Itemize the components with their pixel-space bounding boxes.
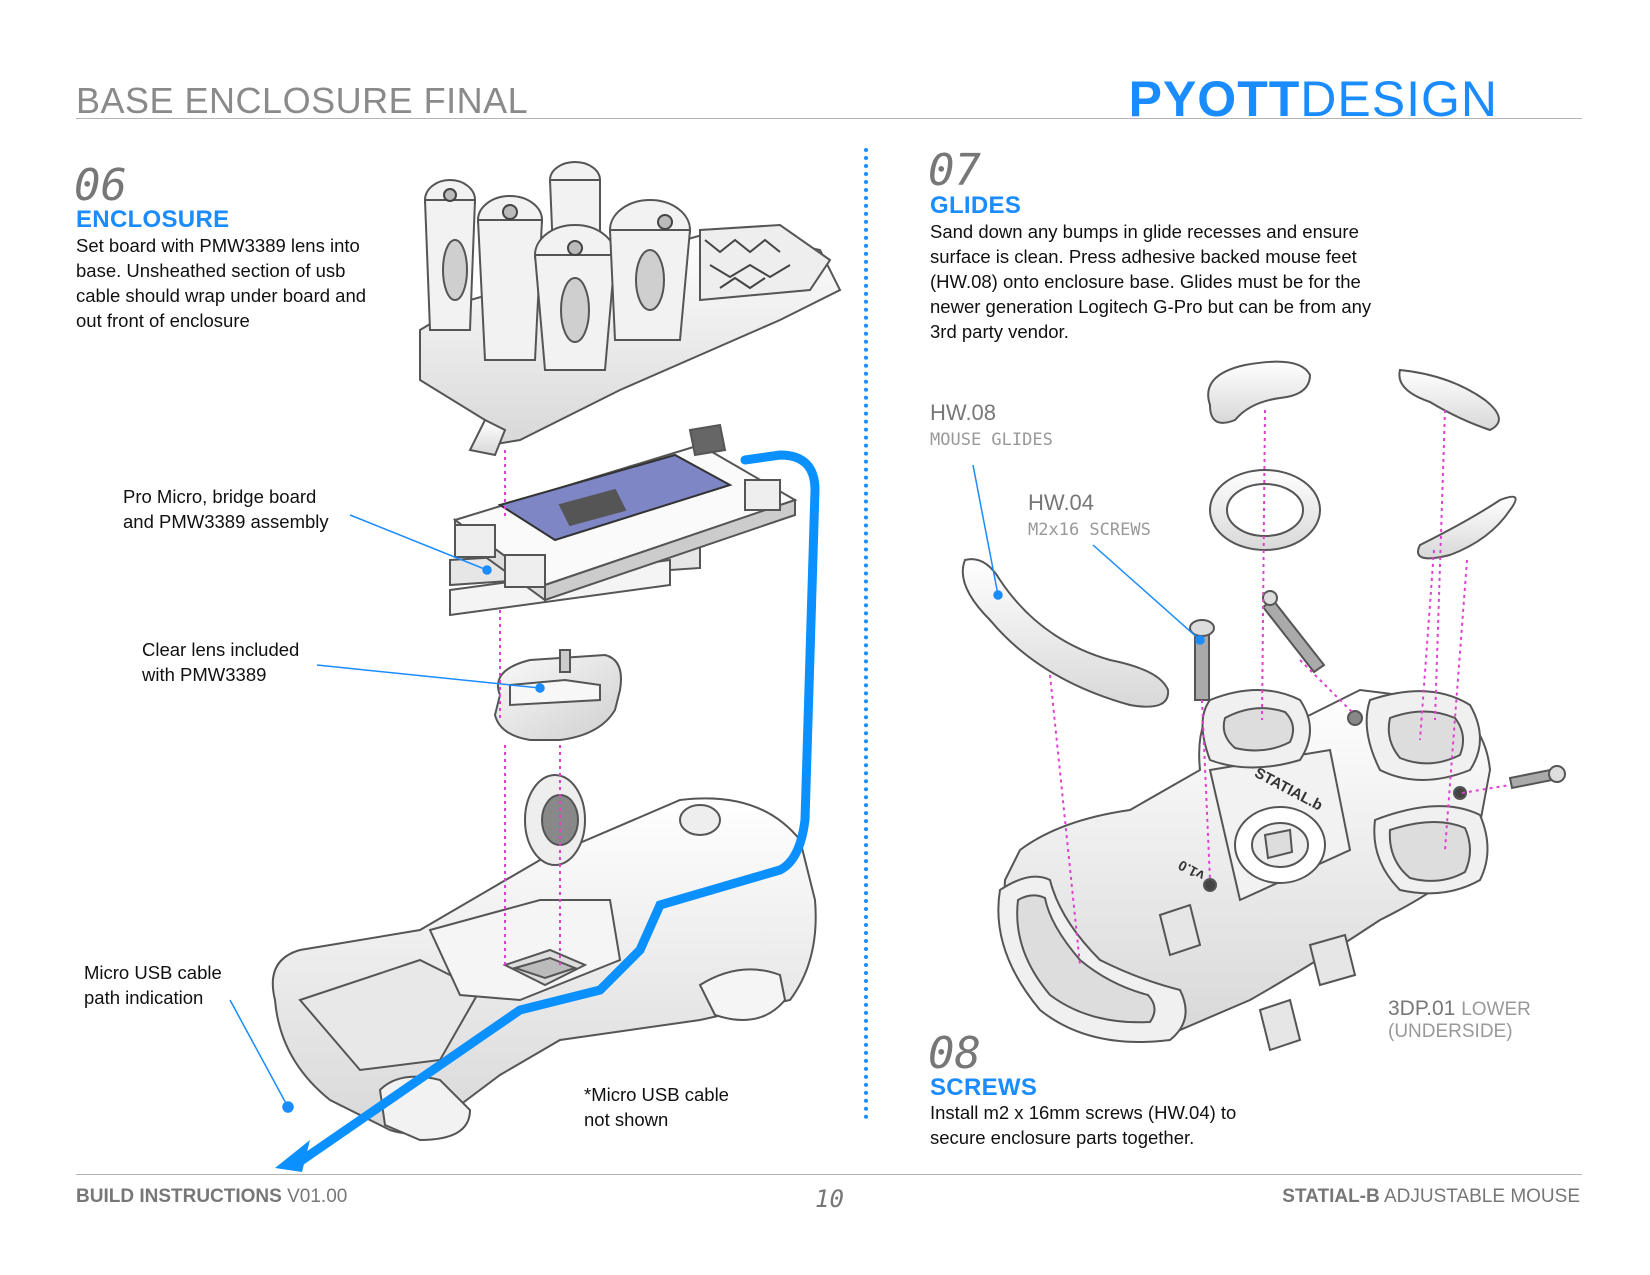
- step-06-description: Set board with PMW3389 lens into base. U…: [76, 233, 366, 333]
- base-enclosure-model: [271, 774, 817, 1142]
- alignment-guides-left: [499, 450, 561, 965]
- page-number: 10: [815, 1185, 844, 1213]
- lower-enclosure-model: [997, 688, 1492, 1052]
- step-06-line: base. Unsheathed section of usb: [76, 260, 346, 281]
- callout-line: and PMW3389 assembly: [123, 511, 329, 532]
- step-06-line: Set board with PMW3389 lens into: [76, 235, 360, 256]
- brand-logo: PYOTTDESIGN: [1129, 70, 1498, 128]
- usb-cable-path: [290, 450, 820, 1170]
- step-06-line: cable should wrap under board and: [76, 285, 367, 306]
- step-07-line: (HW.08) onto enclosure base. Glides must…: [930, 271, 1361, 292]
- part-3dp01-underside: (UNDERSIDE): [1388, 1021, 1513, 1042]
- callout-board-assembly: Pro Micro, bridge board and PMW3389 asse…: [123, 484, 329, 534]
- alignment-guides-right: [1049, 409, 1511, 966]
- hw04-code: HW.04: [1028, 490, 1095, 515]
- step-07-description: Sand down any bumps in glide recesses an…: [930, 219, 1371, 344]
- part-3dp01-suffix: LOWER: [1461, 999, 1531, 1020]
- step-08-description: Install m2 x 16mm screws (HW.04) to secu…: [930, 1100, 1236, 1150]
- step-07-line: surface is clean. Press adhesive backed …: [930, 246, 1357, 267]
- note-line: not shown: [584, 1109, 669, 1130]
- callout-line: path indication: [84, 987, 204, 1008]
- brand-logo-bold: PYOTT: [1128, 71, 1301, 127]
- step-06-line: out front of enclosure: [76, 310, 250, 331]
- step-08-line: secure enclosure parts together.: [930, 1127, 1195, 1148]
- header-rule: [76, 118, 1582, 119]
- callout-line: Micro USB cable: [84, 962, 222, 983]
- step-08-line: Install m2 x 16mm screws (HW.04) to: [930, 1102, 1237, 1123]
- callout-leaders-right: [972, 464, 1205, 645]
- hw04-description: M2x16 SCREWS: [1028, 520, 1151, 540]
- callout-leaders-left: [229, 514, 545, 1113]
- callout-line: Clear lens included: [142, 639, 300, 660]
- step-06-title: ENCLOSURE: [76, 206, 230, 233]
- step-08-number: 08: [928, 1028, 981, 1079]
- usb-cable-arrow: [275, 1140, 310, 1172]
- lens-model: [493, 649, 622, 741]
- callout-clear-lens: Clear lens included with PMW3389: [142, 637, 299, 687]
- callout-cable-path: Micro USB cable path indication: [84, 960, 222, 1010]
- part-3dp01-label: 3DP.01 LOWER (UNDERSIDE): [1388, 997, 1531, 1043]
- step-07-number: 07: [928, 145, 981, 196]
- footer-right: STATIAL-B ADJUSTABLE MOUSE: [1282, 1186, 1580, 1208]
- hw08-code: HW.08: [930, 400, 997, 425]
- step-08-title: SCREWS: [930, 1074, 1038, 1101]
- page-title: BASE ENCLOSURE FINAL: [76, 80, 529, 121]
- callout-line: with PMW3389: [142, 664, 267, 685]
- step-07-line: 3rd party vendor.: [930, 321, 1069, 342]
- screws-model: [1189, 590, 1566, 790]
- step-07-title: GLIDES: [930, 192, 1022, 219]
- note-line: *Micro USB cable: [584, 1084, 729, 1105]
- hw08-description: MOUSE GLIDES: [930, 430, 1053, 450]
- footer-rule: [76, 1174, 1582, 1175]
- footer-product-desc: ADJUSTABLE MOUSE: [1383, 1186, 1580, 1207]
- step-06-number: 06: [74, 160, 127, 211]
- footer-doc-title: BUILD INSTRUCTIONS: [76, 1186, 282, 1207]
- top-enclosure-model: [419, 161, 842, 457]
- footer-product: STATIAL-B: [1282, 1186, 1380, 1207]
- step-07-line: Sand down any bumps in glide recesses an…: [930, 221, 1359, 242]
- board-assembly-model: [449, 423, 798, 617]
- brand-logo-light: DESIGN: [1300, 71, 1498, 127]
- callout-line: Pro Micro, bridge board: [123, 486, 317, 507]
- footer-left: BUILD INSTRUCTIONS V01.00: [76, 1186, 347, 1208]
- center-divider: [864, 148, 868, 1120]
- step-07-line: newer generation Logitech G-Pro but can …: [930, 296, 1372, 317]
- part-3dp01-code: 3DP.01: [1388, 997, 1456, 1020]
- footer-version: V01.00: [287, 1186, 348, 1207]
- note-cable-not-shown: *Micro USB cable not shown: [584, 1082, 729, 1132]
